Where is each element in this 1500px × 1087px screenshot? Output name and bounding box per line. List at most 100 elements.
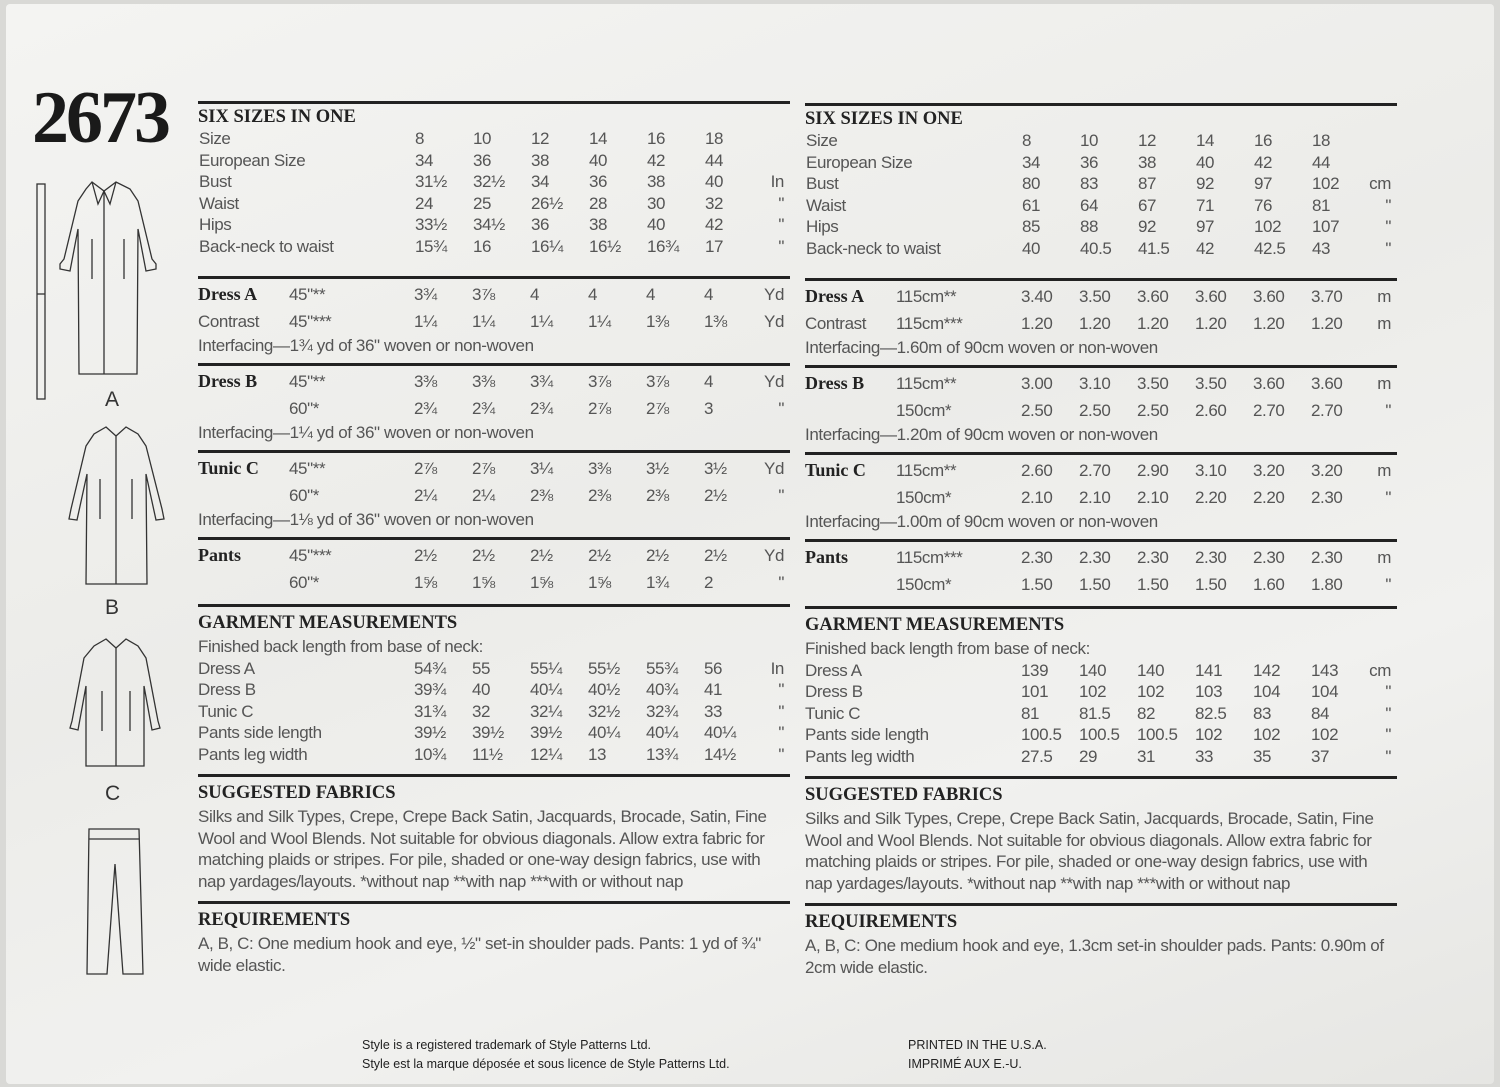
yardage-row: 60"* 2¾ 2¾ 2¾ 2⅞ 2⅞ 3 " [198, 395, 790, 422]
row-label: Size [199, 129, 231, 148]
size-value: 32¼ [530, 701, 562, 721]
section-rule [198, 363, 790, 366]
size-value: 3 [704, 399, 714, 418]
size-value: 107 [1312, 217, 1340, 237]
fabric-width: 115cm** [896, 287, 957, 306]
row-label: European Size [199, 150, 306, 170]
size-value: 33 [704, 701, 723, 721]
size-value: 35 [1253, 746, 1272, 766]
fabric-width: 60"* [289, 573, 319, 592]
yardage-row: Dress A 45"** 3¾ 3⅞ 4 4 4 4 Yd [198, 281, 790, 308]
size-value: 2.70 [1079, 461, 1111, 480]
size-value: 3.20 [1311, 461, 1343, 480]
unit: " [1385, 746, 1391, 766]
size-value: 100.5 [1137, 725, 1178, 745]
fabric-width: 45"*** [289, 546, 332, 565]
unit: " [778, 486, 784, 505]
unit: " [1385, 217, 1391, 237]
body-measurement-row: Waist 24 25 26½ 28 30 32 " [199, 193, 790, 215]
printed-english: PRINTED IN THE U.S.A. [908, 1038, 1047, 1052]
garment-row: Tunic C 81 81.5 82 82.5 83 84 " [805, 703, 1397, 725]
size-value: 102 [1254, 217, 1282, 237]
section-rule [805, 452, 1397, 455]
size-value: 10 [473, 129, 492, 148]
size-value: 2½ [414, 546, 437, 565]
section-header: GARMENT MEASUREMENTS [198, 613, 458, 633]
unit: " [778, 573, 784, 592]
garment-row: Pants leg width 10¾ 11½ 12¼ 13 13¾ 14½ " [198, 744, 790, 766]
interfacing-row: Interfacing—1.60m of 90cm woven or non-w… [805, 337, 1397, 359]
view-label-a: A [105, 388, 120, 411]
size-value: 39¾ [414, 680, 446, 700]
size-value: 2½ [704, 486, 727, 505]
size-value: 1⅝ [472, 573, 495, 592]
size-value: 2½ [704, 546, 727, 565]
row-label: Dress A [805, 660, 862, 680]
body-measurement-row: Bust 80 83 87 92 97 102 cm [806, 173, 1397, 195]
body-measurements: Size 8 10 12 14 16 18 European Size 34 36 38 40 42 44… [198, 128, 790, 276]
size-value: 16 [647, 129, 666, 148]
size-value: 40 [472, 680, 491, 700]
garment-row: Pants leg width 27.5 29 31 33 35 37 " [805, 746, 1397, 768]
size-value: 40¼ [588, 723, 620, 743]
pattern-envelope-back: 2673 A B C SIX SIZES IN ONE Size 8 10 12 14 16… [6, 4, 1494, 1084]
size-value: 2.50 [1021, 401, 1053, 420]
yardage-pants: Pants 45"*** 2½ 2½ 2½ 2½ 2½ 2½ Yd 60"* 1⅝ 1⅝ 1⅝ 1⅝ 1¾ 2… [198, 540, 790, 604]
yardage-row: 150cm* 2.50 2.50 2.50 2.60 2.70 2.70 " [805, 397, 1397, 424]
size-value: 39½ [530, 723, 562, 743]
size-value: 2.90 [1137, 461, 1169, 480]
size-value: 40 [1196, 152, 1215, 172]
size-value: 1.50 [1021, 575, 1053, 594]
tunic-c-illustration [69, 638, 161, 767]
size-value: 2.10 [1021, 488, 1053, 507]
size-value: 140 [1137, 660, 1165, 680]
size-value: 25 [473, 193, 492, 213]
pattern-number: 2673 [32, 77, 171, 159]
section-rule [198, 450, 790, 453]
size-value: 40 [705, 172, 724, 192]
size-value: 13¾ [646, 744, 678, 764]
interfacing-text: Interfacing—1¾ yd of 36" woven or non-wo… [198, 336, 534, 355]
size-value: 44 [1312, 152, 1331, 172]
size-value: 55½ [588, 658, 620, 678]
size-value: 71 [1196, 195, 1215, 215]
size-value: 32½ [588, 701, 620, 721]
size-value: 41.5 [1138, 238, 1170, 258]
size-value: 3.60 [1253, 374, 1285, 393]
size-value: 15¾ [415, 236, 447, 256]
size-value: 3⅞ [646, 372, 669, 391]
size-value: 26½ [531, 193, 563, 213]
section-rule [198, 774, 790, 777]
yardage-dress-a: Dress A 115cm** 3.40 3.50 3.60 3.60 3.60 3.70 m C… [805, 281, 1397, 365]
unit: m [1377, 548, 1391, 567]
size-value: 2.30 [1021, 548, 1053, 567]
size-value: 1.60 [1253, 575, 1285, 594]
size-value: 40 [1022, 238, 1041, 258]
size-value: 3⅞ [588, 372, 611, 391]
size-value: 2.50 [1079, 401, 1111, 420]
unit: " [1385, 401, 1391, 420]
unit: m [1377, 287, 1391, 306]
size-value: 143 [1311, 660, 1339, 680]
view-name: Pants [805, 547, 849, 567]
size-value: 102 [1137, 682, 1165, 702]
yardage-row: Contrast 45"*** 1¼ 1¼ 1¼ 1¼ 1⅜ 1⅜ Yd [198, 308, 790, 335]
size-value: 14½ [704, 744, 736, 764]
requirements-text: A, B, C: One medium hook and eye, ½" set… [198, 934, 761, 975]
yardage-row: Pants 45"*** 2½ 2½ 2½ 2½ 2½ 2½ Yd [198, 542, 790, 569]
section-rule [805, 776, 1397, 779]
size-value: 103 [1195, 682, 1223, 702]
size-value: 140 [1079, 660, 1107, 680]
size-value: 3.40 [1021, 287, 1053, 306]
section-rule [805, 278, 1397, 281]
metric-column: SIX SIZES IN ONE Size 8 10 12 14 16 18 European … [805, 103, 1397, 978]
size-value: 28 [589, 193, 608, 213]
trademark-notice: Style is a registered trademark of Style… [362, 1036, 730, 1074]
size-value: 2¼ [472, 486, 495, 505]
fabric-width: 150cm* [896, 488, 952, 507]
row-label: Pants side length [198, 723, 322, 743]
printed-french: IMPRIMÉ AUX E.-U. [908, 1057, 1022, 1071]
size-value: 102 [1312, 174, 1340, 194]
imperial-column: SIX SIZES IN ONE Size 8 10 12 14 16 18 European … [198, 101, 790, 976]
view-name: Dress B [805, 373, 865, 393]
